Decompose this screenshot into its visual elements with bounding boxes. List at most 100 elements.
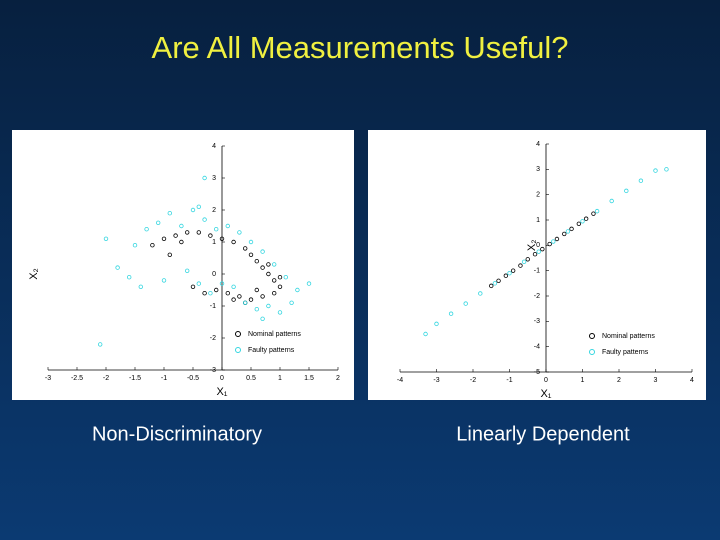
data-point (115, 265, 120, 270)
data-point (155, 220, 161, 225)
x-tick-label: 1 (278, 375, 282, 382)
x-tick-label: -0.5 (187, 375, 199, 382)
data-point (492, 281, 498, 286)
data-point (260, 294, 265, 299)
data-point (277, 275, 283, 280)
data-point (521, 259, 527, 264)
y-tick-label: -3 (210, 367, 216, 374)
slide-title: Are All Measurements Useful? (152, 30, 569, 65)
data-point (97, 342, 103, 347)
x-tick-label: 1 (581, 377, 585, 384)
data-point (591, 211, 596, 216)
x-tick-label: -1.5 (129, 375, 141, 382)
data-point (173, 233, 178, 238)
data-point (260, 316, 265, 321)
y-tick-label: 0 (212, 271, 216, 278)
data-point (144, 226, 149, 232)
y-tick-label: -1 (534, 268, 540, 275)
data-point (132, 242, 138, 248)
x-tick-label: 0.5 (246, 375, 256, 382)
x-tick-label: 1.5 (304, 375, 314, 382)
data-point (202, 175, 207, 181)
data-point (231, 284, 236, 289)
data-point (532, 251, 538, 257)
data-point (254, 287, 259, 293)
data-point (448, 311, 454, 316)
y-tick-label: 4 (536, 141, 540, 148)
data-point (536, 249, 541, 254)
x-tick-label: -3 (45, 375, 51, 382)
x-tick-label: 4 (690, 377, 694, 384)
data-point (231, 239, 236, 245)
data-point (518, 263, 523, 268)
data-point (126, 275, 132, 280)
data-point (103, 236, 109, 241)
y-tick-label: -3 (534, 318, 540, 325)
data-point (624, 188, 629, 194)
data-point (231, 297, 236, 302)
legend-label: Faulty patterns (248, 347, 295, 354)
data-point (594, 208, 600, 214)
data-point (161, 278, 167, 283)
data-point (609, 198, 614, 204)
y-tick-label: -4 (534, 344, 540, 351)
data-point (540, 246, 545, 252)
y-tick-label: 3 (536, 166, 540, 173)
y-tick-label: 2 (212, 207, 216, 214)
data-point (306, 281, 312, 286)
data-point (510, 268, 516, 273)
data-point (208, 291, 213, 296)
data-point (161, 236, 167, 241)
data-point (260, 265, 265, 270)
x-tick-label: -1 (161, 375, 167, 382)
legend-marker (235, 347, 241, 353)
data-point (219, 236, 225, 241)
data-point (565, 229, 571, 234)
legend-label: Nominal patterns (248, 331, 301, 338)
data-point (248, 252, 254, 257)
data-point (295, 287, 300, 293)
y-tick-label: 4 (212, 143, 216, 150)
data-point (196, 230, 201, 235)
data-point (184, 230, 190, 235)
x-tick-label: -2.5 (71, 375, 83, 382)
data-point (551, 239, 556, 244)
data-point (434, 321, 439, 327)
data-point (496, 278, 501, 283)
data-point (266, 303, 271, 309)
data-point (547, 241, 552, 247)
x-tick-label: -2 (103, 375, 109, 382)
x-tick-label: 2 (336, 375, 340, 382)
data-point (242, 300, 248, 305)
data-point (237, 230, 242, 235)
legend-marker (235, 331, 241, 337)
data-point (272, 278, 277, 283)
data-point (580, 219, 585, 224)
data-point (196, 281, 201, 286)
data-point (237, 294, 242, 299)
y-tick-label: 2 (536, 192, 540, 199)
data-point (583, 216, 589, 221)
data-point (248, 239, 254, 245)
x-tick-label: -2 (470, 377, 476, 384)
data-point (225, 291, 230, 296)
x-tick-label: 3 (654, 377, 658, 384)
plot-panel (368, 130, 706, 400)
legend-label: Faulty patterns (602, 349, 649, 356)
data-point (225, 223, 230, 229)
data-point (248, 297, 254, 302)
data-point (283, 275, 288, 280)
legend-marker (589, 349, 595, 355)
plot-panel (12, 130, 354, 400)
data-point (138, 284, 143, 289)
data-point (179, 239, 184, 245)
data-point (167, 210, 172, 216)
data-point (167, 252, 172, 257)
data-point (503, 273, 509, 278)
data-point (242, 246, 248, 251)
data-point (653, 168, 658, 173)
data-point (260, 249, 265, 254)
x-tick-label: 0 (220, 375, 224, 382)
x-tick-label: 0 (544, 377, 548, 384)
